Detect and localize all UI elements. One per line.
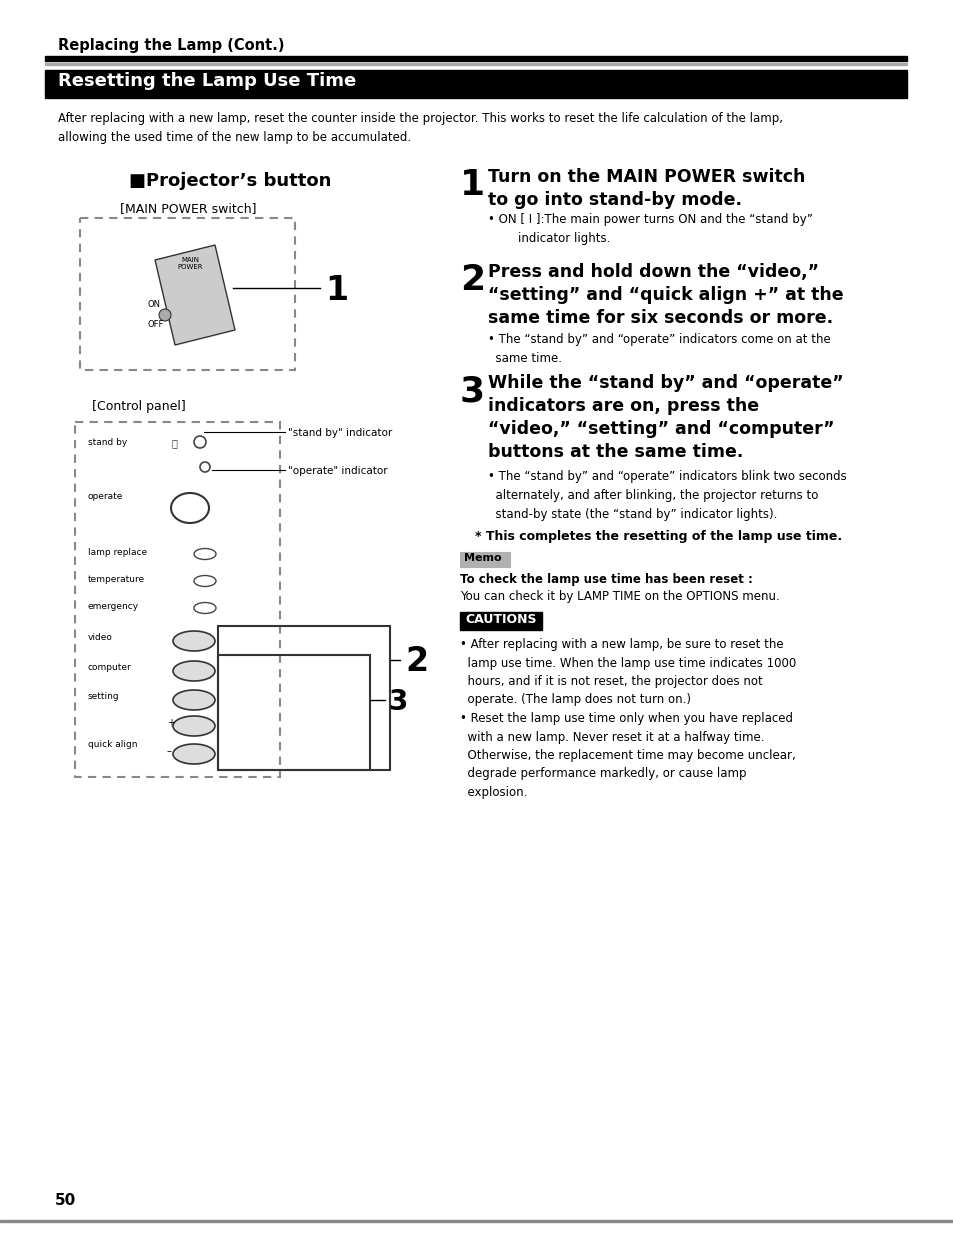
- Polygon shape: [154, 245, 234, 345]
- Ellipse shape: [172, 743, 214, 764]
- Text: You can check it by LAMP TIME on the OPTIONS menu.: You can check it by LAMP TIME on the OPT…: [459, 590, 779, 603]
- Text: quick align: quick align: [88, 740, 137, 748]
- Circle shape: [193, 436, 206, 448]
- Ellipse shape: [172, 690, 214, 710]
- Text: • After replacing with a new lamp, be sure to reset the
  lamp use time. When th: • After replacing with a new lamp, be su…: [459, 638, 796, 706]
- Ellipse shape: [193, 603, 215, 614]
- Text: 1: 1: [459, 168, 485, 203]
- Bar: [45, 63, 906, 65]
- Text: CAUTIONS: CAUTIONS: [464, 613, 536, 626]
- Circle shape: [159, 309, 171, 321]
- Text: lamp replace: lamp replace: [88, 548, 147, 557]
- Text: • ON [ I ]:The main power turns ON and the “stand by”
        indicator lights.: • ON [ I ]:The main power turns ON and t…: [488, 212, 812, 245]
- Text: 2: 2: [459, 263, 485, 296]
- Ellipse shape: [193, 548, 215, 559]
- Text: 50: 50: [55, 1193, 76, 1208]
- Text: Press and hold down the “video,”
“setting” and “quick align +” at the
same time : Press and hold down the “video,” “settin…: [488, 263, 842, 327]
- FancyBboxPatch shape: [80, 219, 294, 370]
- Text: Turn on the MAIN POWER switch
to go into stand-by mode.: Turn on the MAIN POWER switch to go into…: [488, 168, 804, 209]
- Text: stand by: stand by: [88, 438, 127, 447]
- Text: 1: 1: [325, 274, 348, 308]
- Text: "operate" indicator: "operate" indicator: [288, 466, 387, 475]
- Text: 3: 3: [459, 374, 485, 408]
- Text: video: video: [88, 634, 112, 642]
- Text: "stand by" indicator: "stand by" indicator: [288, 429, 392, 438]
- Text: 3: 3: [388, 688, 407, 716]
- Ellipse shape: [193, 576, 215, 587]
- Text: After replacing with a new lamp, reset the counter inside the projector. This wo: After replacing with a new lamp, reset t…: [58, 112, 782, 144]
- Text: computer: computer: [88, 663, 132, 672]
- Ellipse shape: [172, 716, 214, 736]
- Text: [Control panel]: [Control panel]: [91, 400, 186, 412]
- Text: operate: operate: [88, 492, 123, 501]
- Text: ON: ON: [148, 300, 161, 309]
- Text: Replacing the Lamp (Cont.): Replacing the Lamp (Cont.): [58, 38, 284, 53]
- Text: While the “stand by” and “operate”
indicators are on, press the
“video,” “settin: While the “stand by” and “operate” indic…: [488, 374, 842, 461]
- Text: OFF: OFF: [148, 320, 164, 329]
- Bar: [45, 70, 906, 98]
- Text: emergency: emergency: [88, 601, 139, 611]
- Text: • Reset the lamp use time only when you have replaced
  with a new lamp. Never r: • Reset the lamp use time only when you …: [459, 713, 795, 799]
- Bar: [218, 655, 370, 769]
- Bar: [459, 613, 541, 630]
- Bar: [45, 56, 906, 61]
- Bar: [459, 552, 510, 567]
- Ellipse shape: [172, 631, 214, 651]
- Text: • The “stand by” and “operate” indicators come on at the
  same time.: • The “stand by” and “operate” indicator…: [488, 333, 830, 366]
- Text: +: +: [167, 718, 174, 727]
- Circle shape: [200, 462, 210, 472]
- Bar: [218, 626, 390, 769]
- Ellipse shape: [172, 661, 214, 680]
- Bar: [0, 1220, 953, 1221]
- Text: temperature: temperature: [88, 576, 145, 584]
- FancyBboxPatch shape: [75, 422, 280, 777]
- Text: * This completes the resetting of the lamp use time.: * This completes the resetting of the la…: [475, 530, 841, 543]
- Text: To check the lamp use time has been reset :: To check the lamp use time has been rese…: [459, 573, 752, 585]
- Text: • The “stand by” and “operate” indicators blink two seconds
  alternately, and a: • The “stand by” and “operate” indicator…: [488, 471, 846, 521]
- Text: Resetting the Lamp Use Time: Resetting the Lamp Use Time: [58, 72, 355, 90]
- Text: ■Projector’s button: ■Projector’s button: [129, 172, 331, 190]
- Text: MAIN
POWER: MAIN POWER: [177, 257, 203, 270]
- Ellipse shape: [171, 493, 209, 522]
- Text: –: –: [167, 746, 172, 756]
- Text: 2: 2: [405, 645, 428, 678]
- Text: ⏻: ⏻: [172, 438, 177, 448]
- Text: setting: setting: [88, 692, 119, 701]
- Text: Memo: Memo: [463, 553, 501, 563]
- Text: [MAIN POWER switch]: [MAIN POWER switch]: [120, 203, 256, 215]
